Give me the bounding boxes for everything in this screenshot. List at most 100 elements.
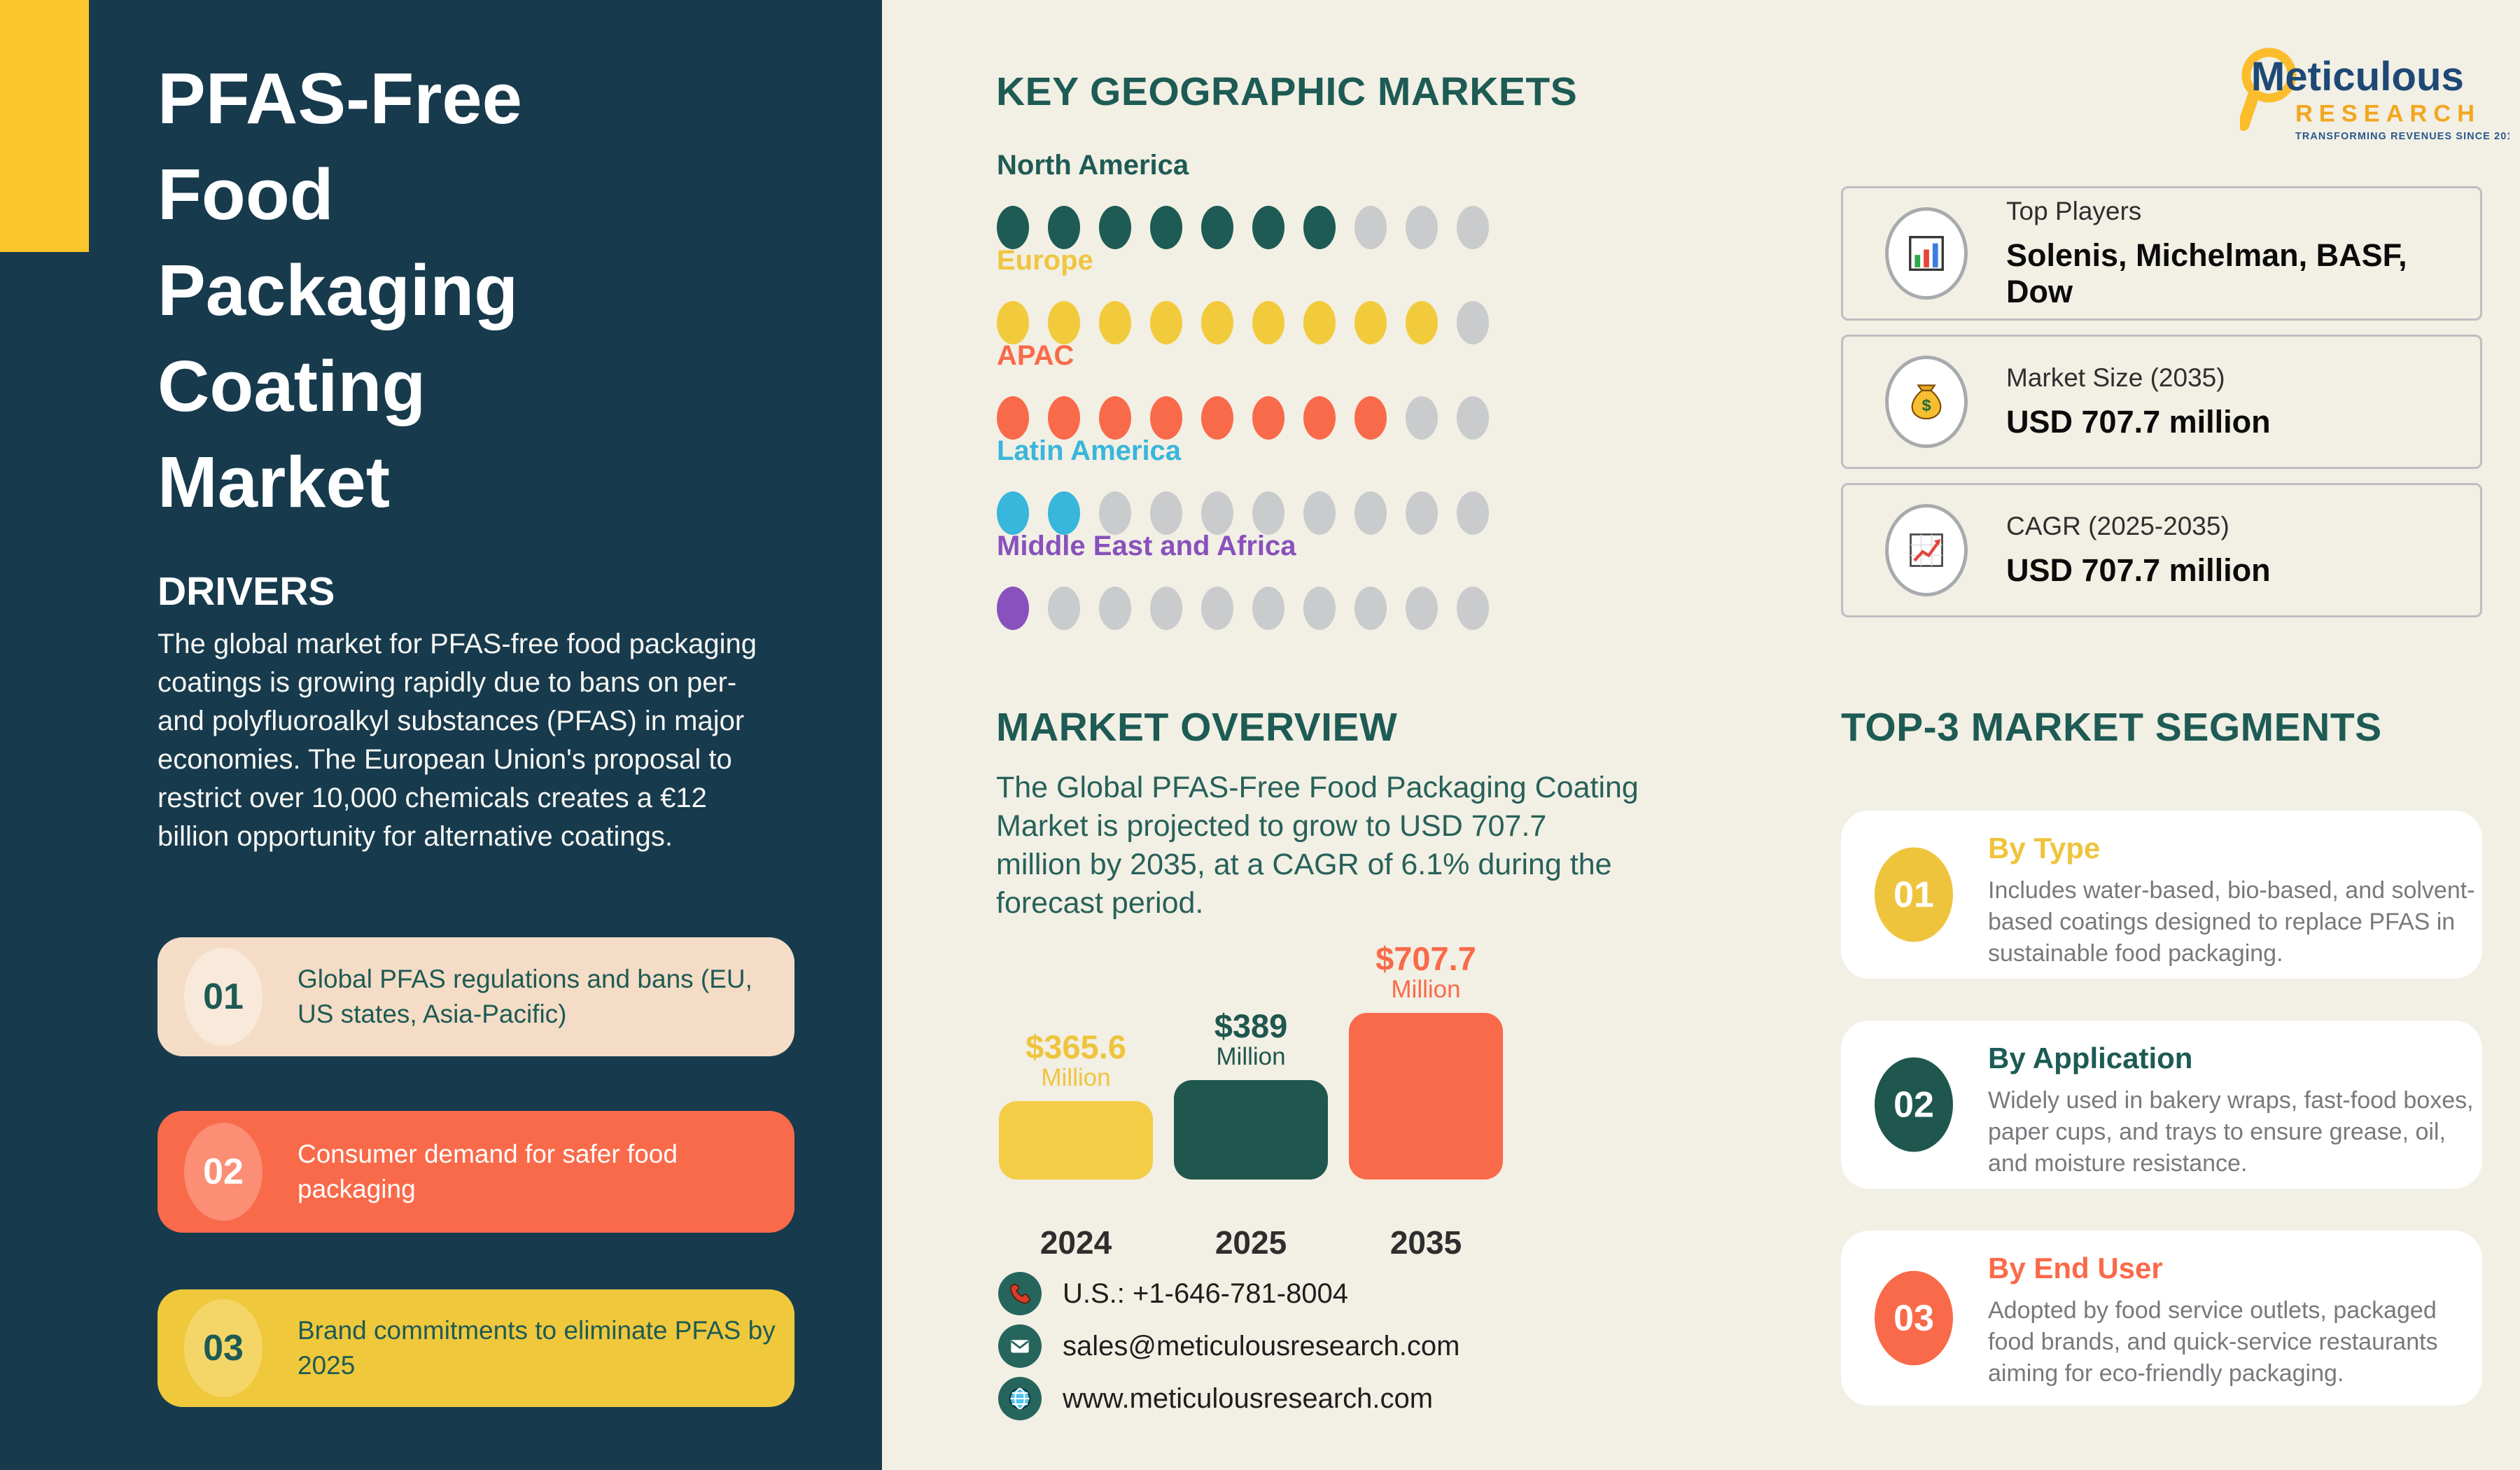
geo-dot-row	[997, 396, 1489, 440]
geo-dot-row	[997, 301, 1489, 344]
market-share-dot	[1457, 301, 1489, 344]
magnifier-handle-icon	[2237, 88, 2260, 131]
bar-unit-label: Million	[1391, 976, 1461, 1003]
market-share-dot	[1303, 396, 1336, 440]
market-share-dot	[1303, 587, 1336, 630]
market-share-dot	[1354, 491, 1387, 535]
market-share-dot	[1457, 491, 1489, 535]
geo-markets-heading: KEY GEOGRAPHIC MARKETS	[996, 69, 1578, 114]
market-share-dot	[1354, 396, 1387, 440]
geo-dot-row	[997, 587, 1489, 630]
driver-number-badge: 01	[184, 948, 262, 1046]
stat-icon-circle	[1885, 504, 1968, 596]
market-share-dot	[1303, 301, 1336, 344]
market-share-dot	[1252, 587, 1284, 630]
geo-region-label: Latin America	[997, 435, 1182, 466]
market-share-dot	[1201, 396, 1233, 440]
market-share-dot	[997, 206, 1029, 249]
stat-card-top-players: Top Players Solenis, Michelman, BASF, Do…	[1841, 186, 2482, 321]
market-share-dot	[1048, 491, 1080, 535]
segment-title: By Type	[1988, 832, 2101, 864]
magnifier-ring-icon	[2241, 48, 2297, 103]
chart-increasing-icon	[1910, 533, 1943, 567]
title-line: Market	[158, 442, 391, 522]
market-share-dot	[1457, 587, 1489, 630]
market-share-dot	[997, 587, 1029, 630]
market-share-dot	[1252, 206, 1284, 249]
market-share-dot	[1354, 587, 1387, 630]
title-line: PFAS-Free	[158, 58, 522, 139]
globe-icon	[998, 1377, 1042, 1420]
market-share-dot	[1150, 396, 1182, 440]
segment-card-by-application: 02 By Application Widely used in bakery …	[1841, 1021, 2482, 1189]
title-line: Food	[158, 154, 334, 234]
contact-email: sales@meticulousresearch.com	[1063, 1330, 1460, 1362]
market-share-dot	[1457, 206, 1489, 249]
driver-card-text: Brand commitments to eliminate PFAS by 2…	[298, 1316, 776, 1380]
bar-value-label: $365.6	[1026, 1028, 1126, 1065]
bar-group-2024: $365.6 Million	[999, 941, 1153, 1180]
bar-chart-icon	[1909, 236, 1944, 271]
x-axis-label-2025: 2025	[1214, 1224, 1287, 1261]
geo-region-middle-east-africa: Middle East and Africa	[997, 531, 1641, 630]
market-share-dot	[1201, 301, 1233, 344]
geo-dot-row	[997, 206, 1489, 249]
bar-2025	[1174, 1080, 1328, 1180]
logo-tagline: TRANSFORMING REVENUES SINCE 2010	[2295, 131, 2510, 142]
market-share-dot	[997, 396, 1029, 440]
bar-group-2035: $707.7 Million	[1349, 941, 1503, 1180]
contact-website-row: www.meticulousresearch.com	[998, 1376, 1433, 1421]
bar-value-label: $389	[1214, 1007, 1288, 1044]
svg-text:$: $	[1921, 396, 1931, 414]
market-share-dot	[1406, 587, 1438, 630]
market-share-dot	[1201, 587, 1233, 630]
driver-card-1: 01 Global PFAS regulations and bans (EU,…	[158, 937, 794, 1056]
market-share-dot	[1099, 206, 1131, 249]
geo-region-apac: APAC	[997, 340, 1641, 440]
market-share-dot	[1252, 301, 1284, 344]
segment-title: By End User	[1988, 1252, 2163, 1284]
market-share-dot	[1303, 206, 1336, 249]
market-share-dot	[1406, 396, 1438, 440]
logo-sub: RESEARCH	[2295, 101, 2481, 127]
segment-number-badge: 03	[1875, 1270, 1953, 1366]
market-share-dot	[1150, 587, 1182, 630]
geo-region-latin-america: Latin America	[997, 435, 1641, 535]
meticulous-research-logo: Meticulous RESEARCH TRANSFORMING REVENUE…	[2237, 38, 2519, 160]
contact-website: www.meticulousresearch.com	[1063, 1382, 1434, 1414]
market-share-dot	[1406, 491, 1438, 535]
contact-email-row: sales@meticulousresearch.com	[998, 1324, 1460, 1368]
drivers-paragraph: The global market for PFAS-free food pac…	[158, 629, 757, 852]
stat-value: USD 707.7 million	[2006, 552, 2271, 588]
geo-region-label: APAC	[997, 340, 1074, 371]
stat-label: Top Players	[2006, 197, 2142, 225]
market-share-dot	[997, 301, 1029, 344]
market-share-dot	[1099, 587, 1131, 630]
market-share-dot	[1099, 301, 1131, 344]
market-share-dot	[1150, 301, 1182, 344]
stat-icon-circle: $	[1885, 356, 1968, 448]
geo-region-label: North America	[997, 150, 1189, 181]
market-share-dot	[997, 491, 1029, 535]
market-share-dot	[1303, 491, 1336, 535]
segments-heading: TOP-3 MARKET SEGMENTS	[1841, 705, 2382, 750]
segment-text: Widely used in bakery wraps, fast-food b…	[1988, 1087, 2474, 1177]
market-share-dot	[1150, 491, 1182, 535]
market-share-dot	[1252, 396, 1284, 440]
market-share-dot	[1457, 396, 1489, 440]
market-overview-paragraph: The Global PFAS-Free Food Packaging Coat…	[996, 771, 1639, 920]
market-share-dot	[1201, 491, 1233, 535]
page-title: PFAS-Free Food Packaging Coating Market	[158, 50, 522, 530]
contact-phone-row: U.S.: +1-646-781-8004	[998, 1271, 1348, 1316]
stat-value: Solenis, Michelman, BASF, Dow	[2006, 237, 2407, 309]
yellow-accent-bar	[0, 0, 89, 252]
bar-unit-label: Million	[1216, 1043, 1286, 1070]
stat-card-market-size: $ Market Size (2035) USD 707.7 million	[1841, 335, 2482, 469]
driver-card-3: 03 Brand commitments to eliminate PFAS b…	[158, 1289, 794, 1407]
logo-name: Meticulous	[2251, 54, 2464, 99]
bar-value-label: $707.7	[1376, 940, 1476, 977]
x-axis-label-2035: 2035	[1390, 1224, 1462, 1261]
stat-label: Market Size (2035)	[2006, 363, 2225, 392]
driver-number-badge: 02	[184, 1123, 262, 1221]
driver-card-2: 02 Consumer demand for safer food packag…	[158, 1111, 794, 1233]
